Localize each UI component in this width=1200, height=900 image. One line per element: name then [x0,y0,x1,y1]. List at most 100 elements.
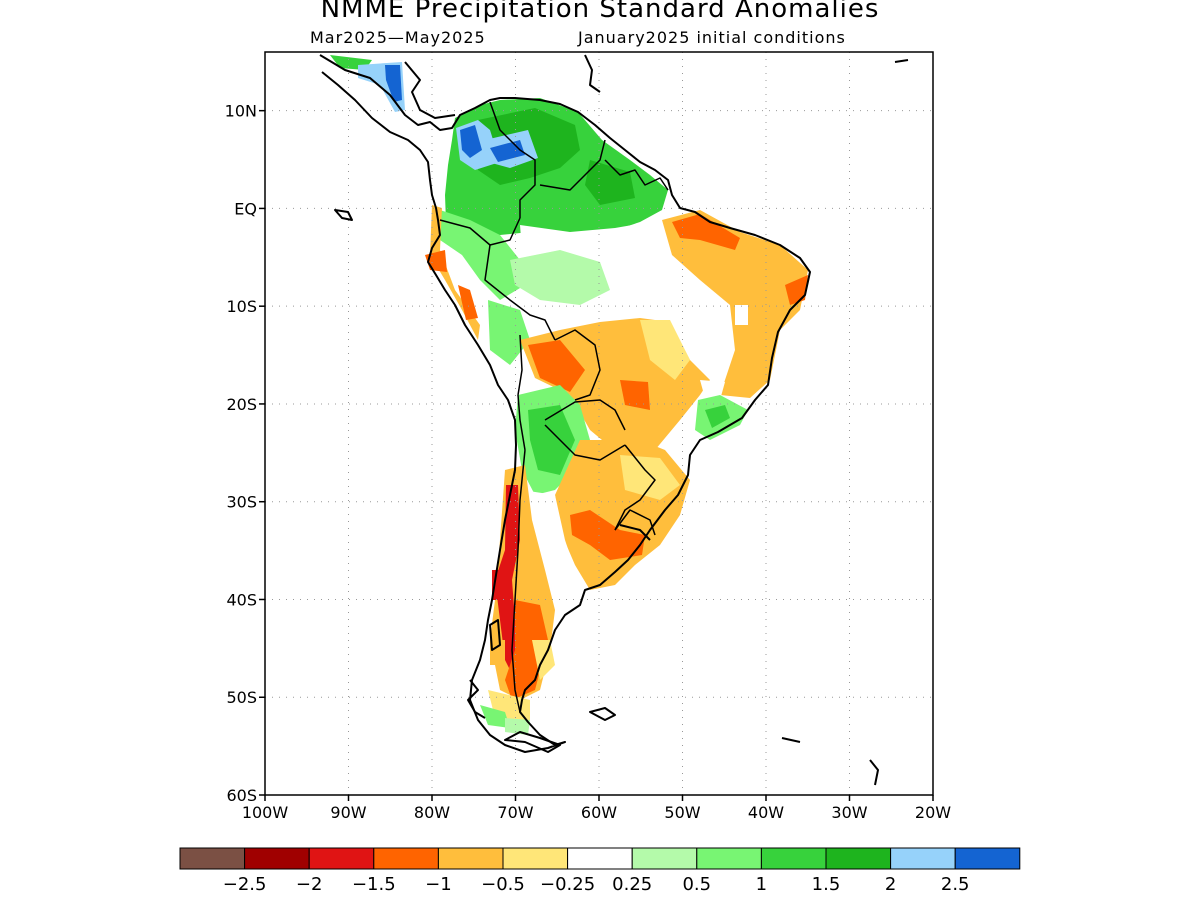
anomaly-region [640,320,690,380]
anomaly-region [460,125,482,158]
lon-tick-label: 90W [330,803,366,822]
lon-tick-label: 20W [915,803,951,822]
coastline-caribbean [404,61,456,119]
colorbar-swatch [825,847,892,870]
south-georgia [781,737,801,743]
border-guianas [604,159,669,191]
border-venezuela-brazil [539,139,606,191]
map-title: NMME Precipitation Standard Anomalies [320,0,880,24]
colorbar-label: 0.25 [612,874,652,895]
anomaly-region [705,405,730,428]
anomaly-region [528,405,575,475]
colorbar-swatch [760,847,827,870]
colorbar-swatch [437,847,504,870]
anomaly-region [480,705,510,728]
tierra-del-fuego [504,731,561,753]
lat-tick-label: 50S [226,688,257,707]
season-label: Mar2025—May2025 [310,28,486,47]
lon-tick-label: 100W [242,803,289,822]
colorbar [179,847,1021,870]
initial-conditions-label: January2025 initial conditions [578,28,846,47]
colorbar-swatch [244,847,310,870]
anomaly-region [458,285,478,320]
lat-tick-label: 40S [226,590,257,609]
colorbar-label: 2 [885,874,896,895]
colorbar-label: −0.25 [540,874,595,895]
border-paraguay-argentina [544,424,626,461]
lon-tick-label: 40W [748,803,784,822]
lat-tick-label: 20S [226,395,257,414]
anomaly-region [440,210,525,300]
border-peru-bolivia [517,334,523,396]
anomaly-region [510,250,610,305]
falkland-islands [589,707,616,721]
caribbean-islands [584,54,601,93]
border-colombia-venezuela [489,101,536,218]
lat-tick-label: 60S [226,786,257,805]
anomaly-region [528,340,585,392]
coast-ne-islands [894,59,909,63]
lon-tick-label: 70W [497,803,533,822]
border-uruguay [614,509,656,536]
colorbar-swatch [954,847,1021,870]
anomaly-region [430,205,480,340]
colorbar-swatch [631,847,698,870]
islands-chile-south [467,679,486,719]
border-bolivia-paraguay [544,399,626,431]
colorbar-swatch [890,847,956,870]
colorbar-label: 1 [756,874,767,895]
colorbar-swatch [373,847,439,870]
anomaly-region [570,510,645,560]
anomaly-region [620,455,680,500]
anomaly-region [585,160,635,205]
lon-tick-label: 50W [664,803,700,822]
colorbar-label: −1.5 [352,874,396,895]
colorbar-label: 0.5 [682,874,711,895]
lat-tick-label: 10S [226,297,257,316]
lon-tick-label: 80W [414,803,450,822]
colorbar-label: −2 [296,874,323,895]
lon-tick-label: 60W [581,803,617,822]
colorbar-swatch [179,847,246,870]
national-borders [439,101,669,713]
border-brazil-bolivia [554,329,601,401]
colorbar-swatch [502,847,569,870]
anomaly-region [522,490,575,590]
island-chiloe [489,619,501,651]
anomaly-region [488,300,530,365]
anomaly-region [505,718,530,735]
lagoa-dos-patos [619,524,651,541]
galapagos [334,209,353,221]
colorbar-swatch [696,847,762,870]
border-argentina-brazil [614,444,656,531]
colorbar-label: −2.5 [223,874,267,895]
lat-tick-label: 30S [226,493,257,512]
colorbar-labels: −2.5 −2 −1.5 −1 −0.5 −0.25 0.25 0.5 1 1.5 2 2.5 [223,874,970,895]
latitude-labels: 10N EQ 10S 20S 30S 40S 50S 60S [225,102,265,805]
colorbar-label: −1 [425,874,452,895]
colorbar-swatch [567,847,633,870]
lat-tick-label: EQ [234,199,257,218]
coastline-south-america [319,54,811,753]
anomaly-shading [330,55,808,735]
anomaly-region [620,380,650,410]
longitude-labels: 100W 90W 80W 70W 60W 50W 40W 30W 20W [242,795,951,822]
border-chile-argentina [511,449,526,713]
lon-tick-label: 30W [831,803,867,822]
anomaly-region [385,65,402,102]
colorbar-label: 1.5 [812,874,841,895]
colorbar-label: −0.5 [481,874,525,895]
border-chile-bolivia [517,394,526,451]
colorbar-label: 2.5 [941,874,970,895]
lat-tick-label: 10N [225,102,257,121]
border-peru-brazil [484,244,556,341]
south-sandwich [869,759,879,786]
anomaly-region [490,640,505,665]
coastlines [319,54,909,786]
anomaly-region [662,210,808,398]
anomaly-region [700,380,725,400]
anomaly-region [735,305,748,325]
anomaly-region [672,214,740,250]
colorbar-swatch [308,847,375,870]
